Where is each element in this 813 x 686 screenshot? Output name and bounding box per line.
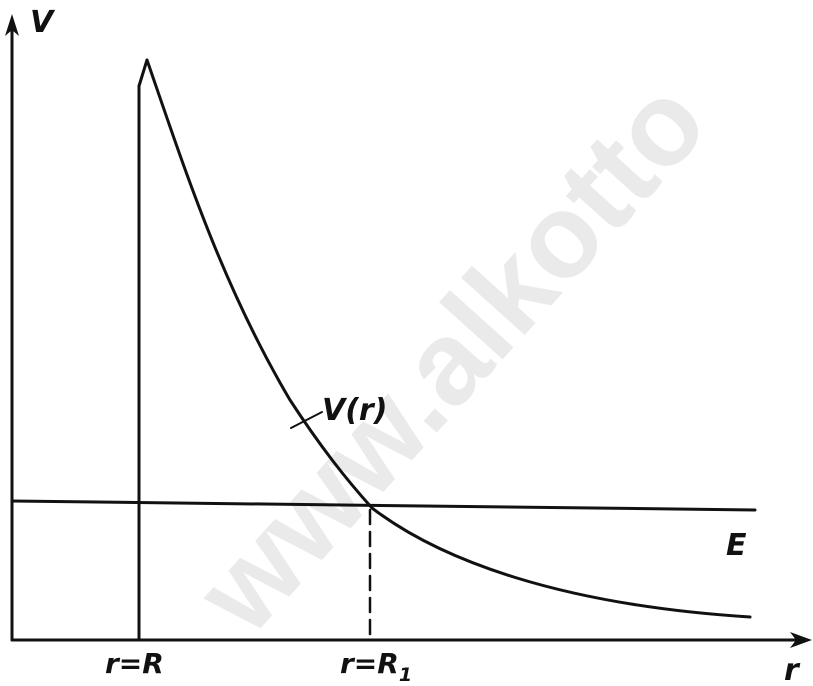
y-axis-arrowhead [5,14,19,36]
energy-level-line [10,499,757,512]
watermark-text: www.alkotto [171,56,732,658]
tick-label-r-equals-R1: r=R1 [340,647,412,686]
curve-label-leader [290,411,323,429]
x-axis-arrowhead [790,632,812,648]
tick-label-r-equals-R1-subscript: 1 [399,664,412,686]
curve-label: V(r) [322,393,387,428]
tick-label-r-equals-R1-main: r=R [340,647,399,680]
y-axis-label: V [30,5,56,40]
x-axis-label: r [784,653,801,686]
energy-label: E [726,528,747,563]
barrier-peak-rise [137,58,149,88]
tick-label-r-equals-R: r=R [105,647,164,680]
potential-curve [145,58,752,619]
